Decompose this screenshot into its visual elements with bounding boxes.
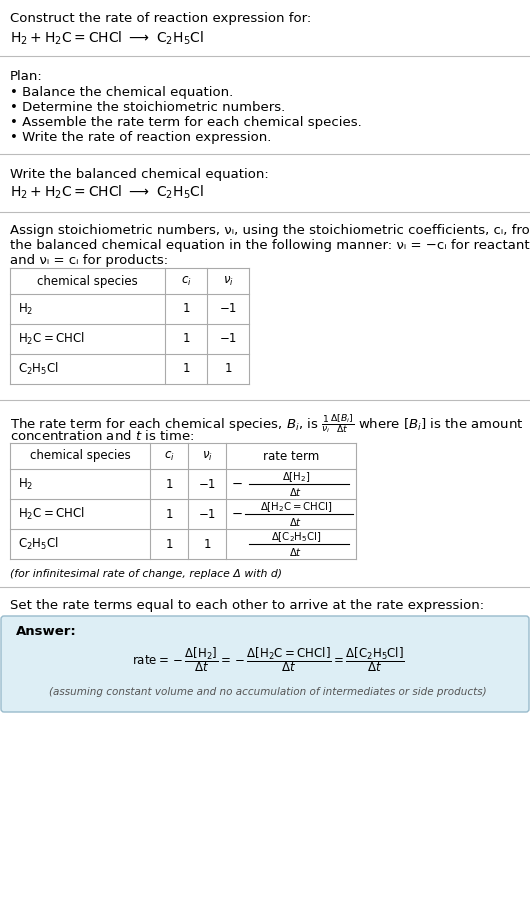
Text: 1: 1 <box>203 538 211 551</box>
Text: • Balance the chemical equation.: • Balance the chemical equation. <box>10 86 233 99</box>
Text: Write the balanced chemical equation:: Write the balanced chemical equation: <box>10 168 269 181</box>
Text: 1: 1 <box>182 362 190 376</box>
Text: −1: −1 <box>219 332 237 346</box>
Text: $\mathrm{H_2}$: $\mathrm{H_2}$ <box>18 301 33 317</box>
Text: Construct the rate of reaction expression for:: Construct the rate of reaction expressio… <box>10 12 311 25</box>
Text: (assuming constant volume and no accumulation of intermediates or side products): (assuming constant volume and no accumul… <box>49 687 487 697</box>
Text: 1: 1 <box>165 508 173 521</box>
Text: $\nu_i$: $\nu_i$ <box>201 450 213 462</box>
Text: 1: 1 <box>165 478 173 490</box>
Text: $\mathrm{C_2H_5Cl}$: $\mathrm{C_2H_5Cl}$ <box>18 361 59 377</box>
Text: $\mathrm{H_2C{=}CHCl}$: $\mathrm{H_2C{=}CHCl}$ <box>18 331 85 347</box>
Text: • Assemble the rate term for each chemical species.: • Assemble the rate term for each chemic… <box>10 116 362 129</box>
FancyBboxPatch shape <box>1 616 529 712</box>
Text: (for infinitesimal rate of change, replace Δ with d): (for infinitesimal rate of change, repla… <box>10 569 282 579</box>
Text: $\mathrm{H_2}$: $\mathrm{H_2}$ <box>18 477 33 491</box>
Text: the balanced chemical equation in the following manner: νᵢ = −cᵢ for reactants: the balanced chemical equation in the fo… <box>10 239 530 252</box>
Text: The rate term for each chemical species, $B_i$, is $\frac{1}{\nu_i}\frac{\Delta[: The rate term for each chemical species,… <box>10 412 524 435</box>
Text: 1: 1 <box>165 538 173 551</box>
Text: $\Delta[\mathrm{H_2}]$: $\Delta[\mathrm{H_2}]$ <box>282 470 310 484</box>
Text: $\mathregular{H_2 + H_2C{=}CHCl\ \longrightarrow\ C_2H_5Cl}$: $\mathregular{H_2 + H_2C{=}CHCl\ \longri… <box>10 184 204 201</box>
Text: $\mathrm{C_2H_5Cl}$: $\mathrm{C_2H_5Cl}$ <box>18 536 59 552</box>
Text: $\Delta t$: $\Delta t$ <box>289 486 303 498</box>
Text: chemical species: chemical species <box>37 275 138 288</box>
Text: $\nu_i$: $\nu_i$ <box>223 275 233 288</box>
Text: −: − <box>232 478 243 490</box>
Text: $\Delta t$: $\Delta t$ <box>289 546 303 558</box>
Text: −: − <box>232 508 243 521</box>
Text: $\mathrm{rate} = -\dfrac{\Delta[\mathrm{H_2}]}{\Delta t} = -\dfrac{\Delta[\mathr: $\mathrm{rate} = -\dfrac{\Delta[\mathrm{… <box>131 645 404 673</box>
Text: 1: 1 <box>182 302 190 316</box>
Text: $\mathrm{H_2C{=}CHCl}$: $\mathrm{H_2C{=}CHCl}$ <box>18 506 85 522</box>
Text: Plan:: Plan: <box>10 70 43 83</box>
Text: $c_i$: $c_i$ <box>181 275 191 288</box>
Text: −1: −1 <box>198 508 216 521</box>
Text: rate term: rate term <box>263 450 319 462</box>
Text: • Determine the stoichiometric numbers.: • Determine the stoichiometric numbers. <box>10 101 285 114</box>
Text: −1: −1 <box>219 302 237 316</box>
Text: $\Delta t$: $\Delta t$ <box>289 516 303 528</box>
Text: Set the rate terms equal to each other to arrive at the rate expression:: Set the rate terms equal to each other t… <box>10 599 484 612</box>
Text: 1: 1 <box>224 362 232 376</box>
Text: 1: 1 <box>182 332 190 346</box>
Text: chemical species: chemical species <box>30 450 130 462</box>
Text: −1: −1 <box>198 478 216 490</box>
Text: Assign stoichiometric numbers, νᵢ, using the stoichiometric coefficients, cᵢ, fr: Assign stoichiometric numbers, νᵢ, using… <box>10 224 530 237</box>
Text: • Write the rate of reaction expression.: • Write the rate of reaction expression. <box>10 131 271 144</box>
Text: and νᵢ = cᵢ for products:: and νᵢ = cᵢ for products: <box>10 254 168 267</box>
Text: $\mathregular{H_2 + H_2C{=}CHCl\ \longrightarrow\ C_2H_5Cl}$: $\mathregular{H_2 + H_2C{=}CHCl\ \longri… <box>10 30 204 47</box>
Text: $c_i$: $c_i$ <box>164 450 174 462</box>
Text: $\Delta[\mathrm{C_2H_5Cl}]$: $\Delta[\mathrm{C_2H_5Cl}]$ <box>271 531 321 544</box>
Text: Answer:: Answer: <box>16 625 77 638</box>
Text: $\Delta[\mathrm{H_2C{=}CHCl}]$: $\Delta[\mathrm{H_2C{=}CHCl}]$ <box>260 501 332 514</box>
Text: concentration and $t$ is time:: concentration and $t$ is time: <box>10 429 194 443</box>
